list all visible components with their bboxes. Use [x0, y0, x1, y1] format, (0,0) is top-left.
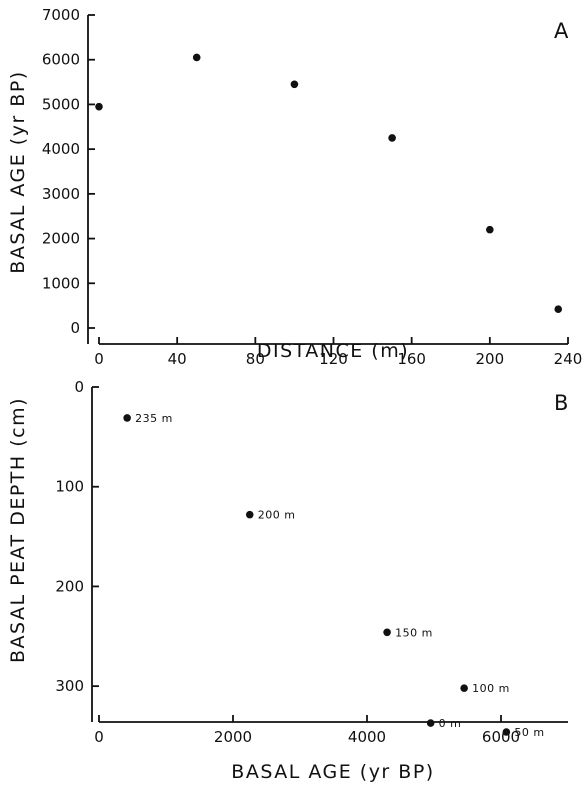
- panel-b-label: B: [554, 391, 568, 415]
- panel-a-y-tick-label: 2000: [42, 230, 80, 248]
- panel-a-data-point: [290, 80, 299, 89]
- panel-a-x-axis-title: DISTANCE (m): [257, 340, 409, 362]
- panel-b-x-tick-label: 4000: [348, 728, 386, 746]
- panel-b-y-axis-title: BASAL PEAT DEPTH (cm): [7, 397, 29, 663]
- panel-b-point-label: 100 m: [472, 682, 510, 695]
- panel-b-data-point: [123, 414, 131, 422]
- panel-a-data-point: [192, 53, 201, 62]
- panel-b-y-tick-label: 100: [55, 478, 84, 496]
- panel-a-y-tick-label: 5000: [42, 95, 80, 113]
- panel-a-y-tick-label: 6000: [42, 51, 80, 69]
- panel-b-x-axis-title: BASAL AGE (yr BP): [231, 761, 434, 783]
- panel-a-plot-area: 0 40 80 120 160 200 240 0 1000 2000 3000 4000 5000 60…: [42, 6, 583, 368]
- panel-b-point-label: 150 m: [395, 626, 433, 639]
- panel-a-x-tick-label: 80: [246, 350, 265, 368]
- panel-a-y-tick-label: 7000: [42, 6, 80, 24]
- panel-b-point-label: 50 m: [514, 726, 544, 739]
- panel-b-x-tick-label: 6000: [482, 728, 520, 746]
- panel-a-label: A: [554, 19, 569, 43]
- panel-a-x-tick-label: 120: [319, 350, 348, 368]
- panel-a-y-axis-title: BASAL AGE (yr BP): [7, 70, 29, 273]
- panel-b-data-point: [426, 719, 435, 727]
- panel-a-data-point: [388, 134, 396, 142]
- panel-a-x-tick-label: 200: [476, 350, 505, 368]
- panel-b-y-tick-label: 200: [55, 577, 84, 595]
- panel-b-point-label: 235 m: [135, 412, 173, 425]
- panel-a-chart: 0 40 80 120 160 200 240 0 1000 2000 3000 4000 5000 60…: [7, 6, 582, 368]
- panel-b-data-point: [460, 684, 468, 692]
- panel-a-data-point: [95, 102, 103, 111]
- panel-b-chart: 0 2000 4000 6000 0 100 200 300 235 m 200 m 150 m 10…: [7, 378, 568, 783]
- panel-b-plot-area: 0 2000 4000 6000 0 100 200 300 235 m 200 m 150 m 10…: [55, 378, 568, 746]
- panel-b-point-label: 0 m: [439, 717, 462, 730]
- panel-a-y-tick-label: 4000: [42, 140, 80, 158]
- panel-b-point-label: 200 m: [258, 509, 296, 522]
- panel-a-y-tick-label: 3000: [42, 185, 80, 203]
- panel-b-data-point: [245, 510, 254, 519]
- panel-b-y-tick-label: 300: [55, 677, 84, 695]
- panel-a-data-point: [486, 225, 494, 234]
- panel-a-x-tick-label: 40: [168, 350, 187, 368]
- panel-b-x-tick-label: 0: [94, 728, 104, 746]
- panel-a-x-tick-label: 240: [554, 350, 583, 368]
- panel-a-y-tick-label: 1000: [42, 274, 80, 292]
- panel-a-x-tick-label: 0: [94, 350, 104, 368]
- panel-b-data-point: [502, 728, 511, 736]
- panel-a-data-point: [554, 305, 563, 314]
- panel-b-x-tick-label: 2000: [214, 728, 252, 746]
- panel-a-x-tick-label: 160: [397, 350, 426, 368]
- panel-b-y-tick-label: 0: [74, 378, 84, 396]
- panel-b-data-point: [383, 628, 391, 637]
- panel-a-y-tick-label: 0: [70, 319, 80, 337]
